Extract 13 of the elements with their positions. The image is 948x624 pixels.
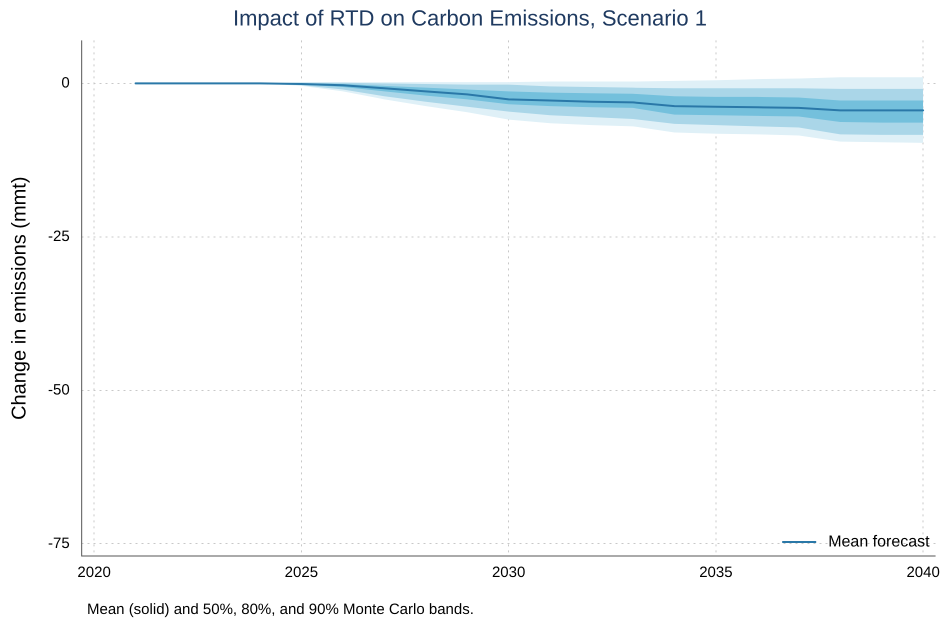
- y-tick-label: -50: [48, 381, 70, 398]
- x-tick-label: 2030: [492, 564, 526, 582]
- text: Mean (solid) and 50%, 80%, and 90% Monte Carlo bands.: [87, 601, 474, 618]
- legend-label: Mean forecast: [828, 533, 930, 550]
- y-tick-label: -75: [48, 534, 70, 552]
- x-tick-label: 2040: [906, 564, 940, 582]
- y-axis-title: Change in emissions (mmt): [8, 176, 31, 420]
- chart-title: Impact of RTD on Carbon Emissions, Scenario 1: [232, 5, 708, 30]
- y-tick-label: 0: [61, 74, 70, 92]
- x-tick-label: 2035: [699, 564, 733, 582]
- x-tick-label: 2025: [284, 564, 318, 582]
- y-tick-label: -25: [48, 228, 70, 245]
- x-tick-label: 2020: [77, 564, 111, 582]
